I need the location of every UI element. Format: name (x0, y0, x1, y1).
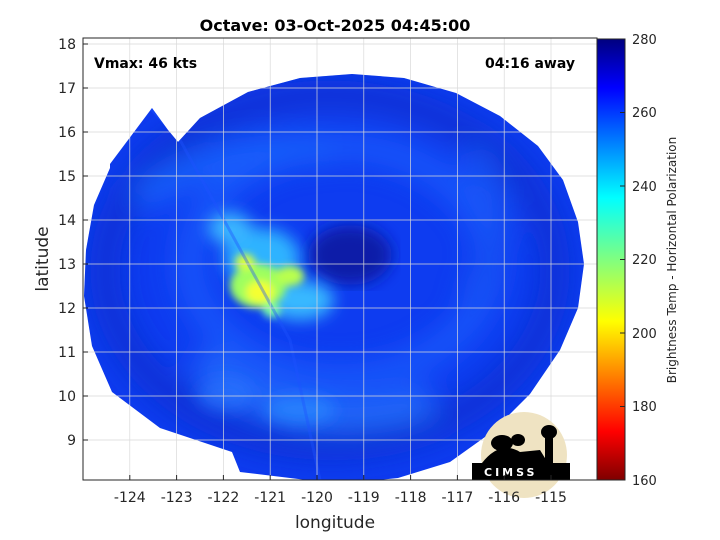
colorbar-tick-label: 200 (632, 327, 657, 342)
cimss-logo-text: CIMSS (484, 466, 537, 479)
colorbar-ticks (620, 38, 625, 481)
y-tick-label: 10 (58, 389, 76, 405)
colorbar-tick-label: 280 (632, 33, 657, 48)
y-tick-labels: 9 10 11 12 13 14 15 16 17 18 (58, 37, 76, 449)
y-tick-label: 14 (58, 213, 76, 229)
y-axis-label: latitude (33, 226, 53, 291)
y-tick-label: 9 (67, 433, 76, 449)
x-tick-label: -123 (161, 490, 193, 506)
x-axis-label: longitude (295, 513, 375, 533)
colorbar-label: Brightness Temp - Horizontal Polarizatio… (665, 137, 679, 384)
colorbar-tick-label: 160 (632, 474, 657, 489)
x-tick-label: -122 (208, 490, 240, 506)
x-tick-label: -120 (301, 490, 333, 506)
y-tick-label: 18 (58, 37, 76, 53)
x-tick-label: -117 (442, 490, 474, 506)
brightness-temp-swath (84, 74, 584, 480)
y-tick-label: 12 (58, 301, 76, 317)
colorbar-tick-label: 240 (632, 180, 657, 195)
vmax-annotation: Vmax: 46 kts (94, 56, 197, 72)
x-tick-label: -119 (348, 490, 380, 506)
colorbar-tick-label: 220 (632, 253, 657, 268)
x-tick-label: -116 (488, 490, 520, 506)
tick-marks (83, 43, 552, 480)
x-tick-label: -121 (254, 490, 286, 506)
y-tick-label: 11 (58, 345, 76, 361)
time-away-annotation: 04:16 away (485, 56, 575, 72)
y-tick-label: 13 (58, 257, 76, 273)
colorbar-tick-label: 260 (632, 106, 657, 121)
x-tick-label: -115 (535, 490, 567, 506)
gridlines (83, 38, 597, 480)
cimss-logo: CIMSS (472, 412, 570, 498)
chart-title: Octave: 03-Oct-2025 04:45:00 (200, 16, 471, 35)
x-tick-label: -118 (395, 490, 427, 506)
x-tick-label: -124 (114, 490, 146, 506)
y-tick-label: 16 (58, 125, 76, 141)
colorbar-tick-labels: 160 180 200 220 240 260 280 (632, 33, 657, 489)
y-tick-label: 17 (58, 81, 76, 97)
x-tick-labels: -124 -123 -122 -121 -120 -119 -118 -117 … (114, 490, 567, 506)
y-tick-label: 15 (58, 169, 76, 185)
colorbar-tick-label: 180 (632, 400, 657, 415)
